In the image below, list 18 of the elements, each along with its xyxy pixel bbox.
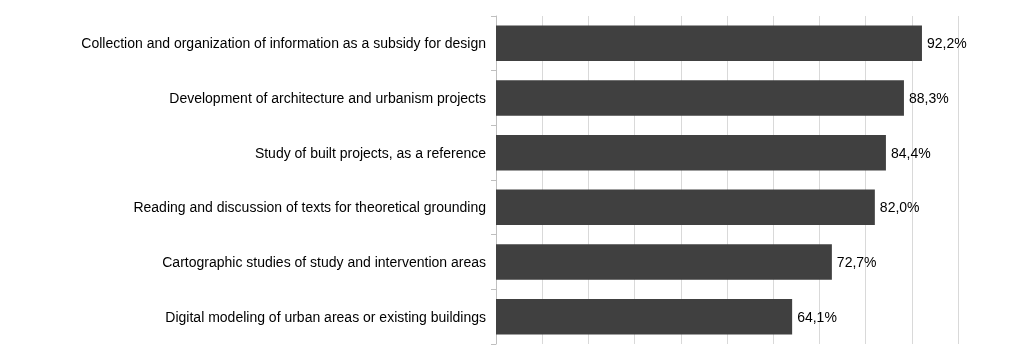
y-tick-label: Cartographic studies of study and intervention areas xyxy=(162,254,486,270)
bar xyxy=(496,189,875,226)
bar xyxy=(496,134,886,171)
bar xyxy=(496,244,832,280)
data-label: 88,3% xyxy=(908,90,949,106)
y-tick-label: Development of architecture and urbanism projects xyxy=(169,90,486,106)
bar xyxy=(496,25,922,62)
data-label: 84,4% xyxy=(890,144,931,161)
data-label: 64,1% xyxy=(797,308,837,325)
y-tick-label: Collection and organization of information as a subsidy for design xyxy=(81,35,486,52)
y-tick-label: Digital modeling of urban areas or existing buildings xyxy=(165,308,486,325)
data-label: 82,0% xyxy=(879,199,920,216)
y-tick-label: Study of built projects, as a reference xyxy=(254,144,487,161)
y-tick-label: Reading and discussion of texts for theoretical grounding xyxy=(133,199,486,216)
bar xyxy=(496,298,793,335)
bar xyxy=(496,80,904,116)
data-label: 72,7% xyxy=(836,254,877,270)
data-label: 92,2% xyxy=(926,35,967,52)
